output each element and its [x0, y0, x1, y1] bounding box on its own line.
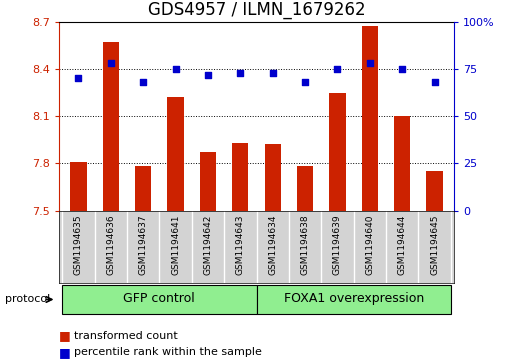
Point — [366, 60, 374, 66]
Point — [74, 76, 83, 81]
Bar — [394, 116, 410, 211]
Bar — [329, 93, 346, 211]
Text: GSM1194635: GSM1194635 — [74, 214, 83, 275]
Text: GSM1194639: GSM1194639 — [333, 214, 342, 275]
Point — [333, 66, 342, 72]
Text: GSM1194638: GSM1194638 — [301, 214, 309, 275]
Text: protocol: protocol — [5, 294, 50, 305]
Bar — [135, 167, 151, 211]
Point — [171, 66, 180, 72]
Bar — [297, 167, 313, 211]
Text: transformed count: transformed count — [74, 331, 178, 341]
Text: GSM1194644: GSM1194644 — [398, 214, 407, 274]
Text: GSM1194643: GSM1194643 — [236, 214, 245, 275]
Point — [398, 66, 406, 72]
Point — [139, 79, 147, 85]
FancyBboxPatch shape — [256, 285, 451, 314]
Text: GSM1194645: GSM1194645 — [430, 214, 439, 275]
Text: GSM1194640: GSM1194640 — [365, 214, 374, 275]
Text: GSM1194634: GSM1194634 — [268, 214, 277, 275]
Text: GSM1194642: GSM1194642 — [204, 214, 212, 274]
Point — [301, 79, 309, 85]
Point — [269, 70, 277, 76]
Text: GSM1194636: GSM1194636 — [106, 214, 115, 275]
Text: FOXA1 overexpression: FOXA1 overexpression — [284, 292, 424, 305]
Point — [107, 60, 115, 66]
FancyBboxPatch shape — [62, 285, 256, 314]
Point — [236, 70, 244, 76]
Bar — [167, 97, 184, 211]
Text: ■: ■ — [59, 329, 71, 342]
Text: GSM1194641: GSM1194641 — [171, 214, 180, 275]
Bar — [426, 171, 443, 211]
Title: GDS4957 / ILMN_1679262: GDS4957 / ILMN_1679262 — [148, 1, 365, 19]
Point — [430, 79, 439, 85]
Bar — [200, 152, 216, 211]
Text: percentile rank within the sample: percentile rank within the sample — [74, 347, 262, 357]
Bar — [103, 42, 119, 211]
Point — [204, 72, 212, 78]
Bar — [70, 162, 87, 211]
Text: ■: ■ — [59, 346, 71, 359]
Text: GFP control: GFP control — [124, 292, 195, 305]
Bar — [362, 26, 378, 211]
Text: GSM1194637: GSM1194637 — [139, 214, 148, 275]
Bar — [265, 144, 281, 211]
Bar — [232, 143, 248, 211]
